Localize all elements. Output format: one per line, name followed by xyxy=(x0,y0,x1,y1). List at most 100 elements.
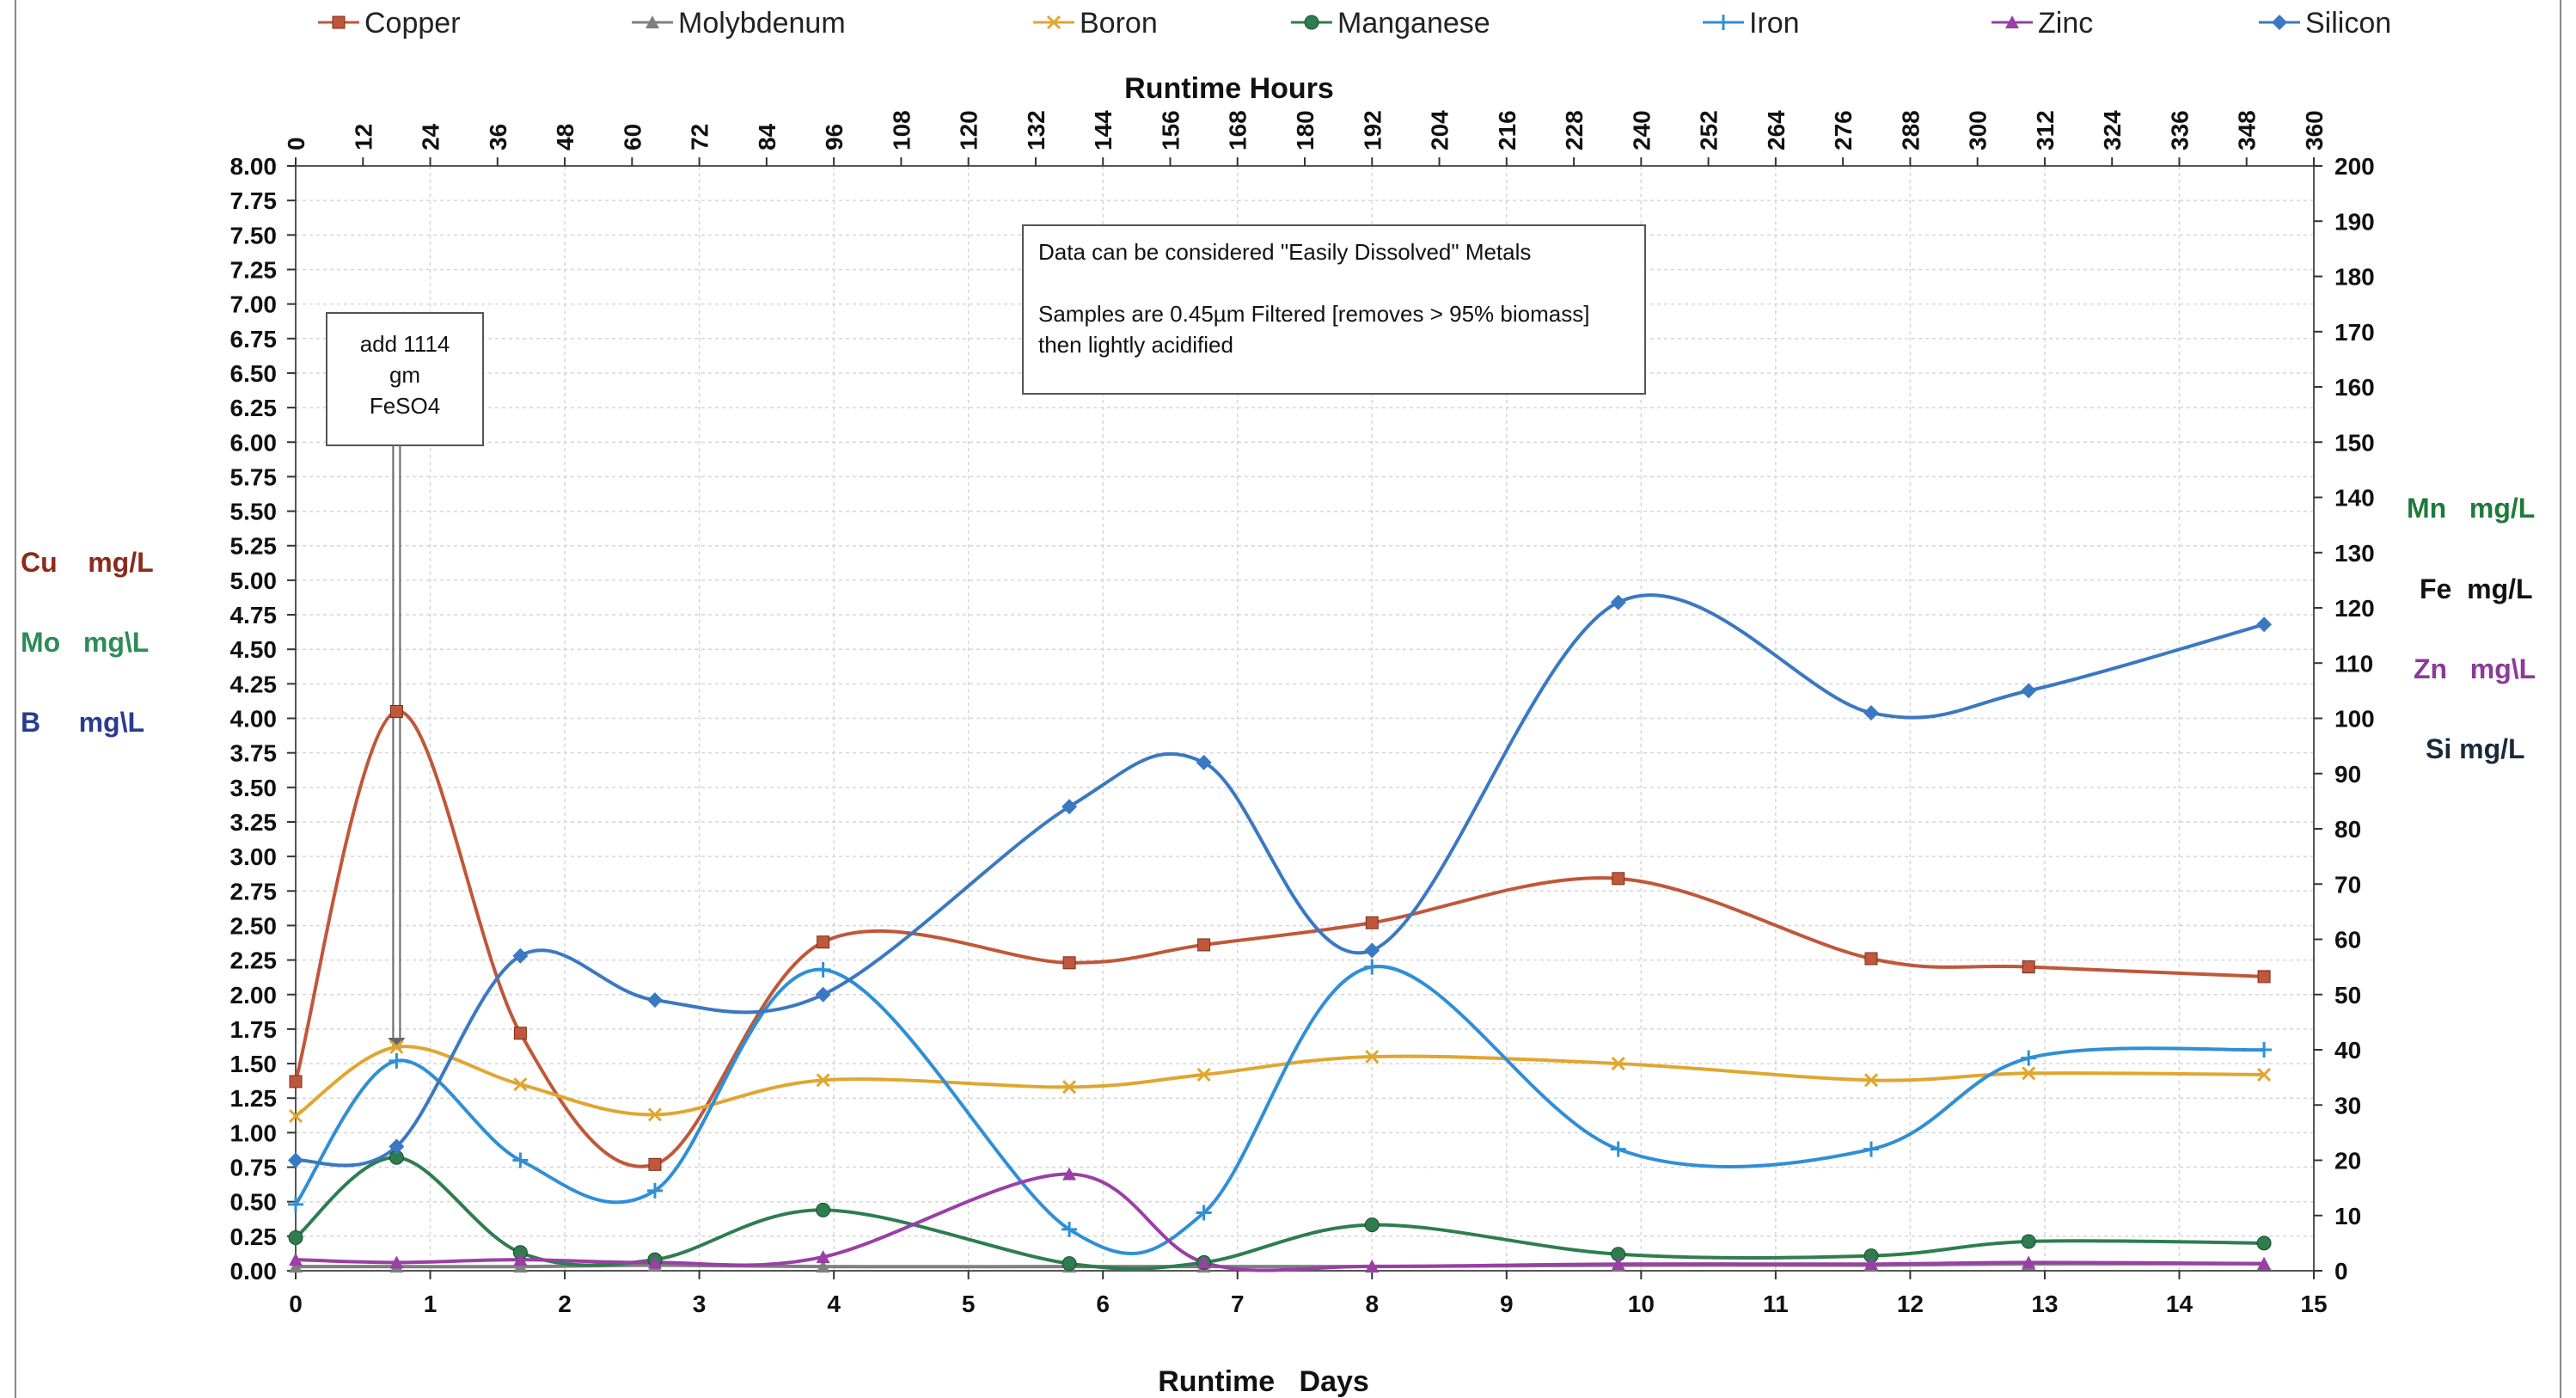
dissolved-note-line: Samples are 0.45µm Filtered [removes > 9… xyxy=(1038,301,1589,327)
dissolved-note-line: Data can be considered "Easily Dissolved… xyxy=(1038,239,1531,265)
right-axis-label: Fe mg/L xyxy=(2420,573,2533,604)
right-axis-label: Si mg/L xyxy=(2426,733,2525,764)
copper-point xyxy=(1365,916,1379,929)
silicon-point xyxy=(1062,799,1078,815)
zinc-point xyxy=(816,1249,830,1263)
top-axis-ticks: 0 12 24 36 48 60 72 84 96 108 120 132 144 156 168 180 19… xyxy=(283,110,2328,166)
right-tick-label: 0 xyxy=(2334,1258,2348,1285)
manganese-point xyxy=(2021,1234,2036,1249)
top-tick-label: 24 xyxy=(418,123,444,150)
iron-point xyxy=(1062,1221,1078,1237)
legend-manganese-label: Manganese xyxy=(1337,7,1490,40)
right-axis-ticks: 0 10 20 30 40 50 60 70 80 90 100 110 120 130 140 150 160… xyxy=(2314,153,2375,1285)
top-tick-label: 252 xyxy=(1696,110,1722,150)
top-tick-label: 324 xyxy=(2099,110,2126,150)
left-tick-label: 5.00 xyxy=(230,567,278,594)
top-tick-label: 228 xyxy=(1561,110,1588,150)
bottom-tick-label: 15 xyxy=(2300,1291,2327,1317)
top-tick-label: 360 xyxy=(2301,110,2328,150)
right-tick-label: 130 xyxy=(2334,540,2375,567)
silicon-point xyxy=(1610,594,1626,610)
left-tick-label: 0.75 xyxy=(230,1155,278,1181)
legend-boron-label: Boron xyxy=(1080,7,1158,40)
molybdenum-point xyxy=(289,1260,303,1273)
copper-point xyxy=(513,1027,527,1040)
left-tick-label: 8.00 xyxy=(230,153,278,180)
zinc-point xyxy=(1365,1259,1380,1272)
boron-point xyxy=(1062,1080,1077,1094)
left-tick-label: 2.00 xyxy=(230,982,278,1009)
left-tick-label: 5.75 xyxy=(230,463,278,490)
right-tick-label: 50 xyxy=(2334,982,2361,1009)
left-tick-label: 6.75 xyxy=(230,326,278,353)
legend-copper-label: Copper xyxy=(364,7,461,40)
molybdenum-point xyxy=(816,1260,830,1273)
top-tick-label: 132 xyxy=(1023,110,1049,150)
annotations: add 1114 gm FeSO4 Data can be considered "E… xyxy=(326,224,1646,1050)
left-tick-label: 7.75 xyxy=(230,187,278,214)
top-tick-label: 312 xyxy=(2032,110,2059,150)
legend-silicon-marker xyxy=(2272,15,2287,30)
dissolved-note-line: then lightly acidified xyxy=(1038,332,1233,358)
left-tick-label: 2.50 xyxy=(230,912,278,939)
copper-point xyxy=(2257,970,2271,984)
top-tick-label: 156 xyxy=(1157,110,1184,150)
bottom-tick-label: 8 xyxy=(1365,1291,1379,1317)
left-tick-label: 1.50 xyxy=(230,1051,278,1077)
iron-point xyxy=(2021,1050,2037,1066)
bottom-axis-ticks: 0 1 2 3 4 5 6 7 8 9 10 11 12 13 14 15 xyxy=(289,1271,2328,1317)
silicon-point xyxy=(288,1152,303,1168)
boron-point xyxy=(2257,1067,2272,1082)
top-tick-label: 108 xyxy=(888,110,915,150)
boron-point xyxy=(816,1073,830,1088)
zinc-point xyxy=(1196,1255,1211,1269)
feso4-arrow-head xyxy=(388,1038,406,1050)
bottom-tick-label: 14 xyxy=(2166,1291,2194,1317)
left-tick-label: 6.50 xyxy=(230,360,278,387)
right-tick-label: 140 xyxy=(2334,485,2375,512)
right-tick-label: 80 xyxy=(2334,816,2361,843)
top-tick-label: 120 xyxy=(956,110,982,150)
silicon-point xyxy=(1196,754,1212,770)
left-tick-label: 6.00 xyxy=(230,429,278,456)
left-tick-label: 3.00 xyxy=(230,843,278,870)
copper-point xyxy=(389,704,403,718)
manganese-point xyxy=(816,1202,831,1217)
feso4-note-line: add 1114 xyxy=(360,331,450,357)
boron-point xyxy=(1611,1056,1625,1071)
left-tick-label: 1.75 xyxy=(230,1016,278,1043)
silicon-point xyxy=(512,947,529,964)
zinc-point xyxy=(647,1255,662,1269)
left-tick-label: 0.00 xyxy=(230,1258,278,1285)
left-axis-label: B mg\L xyxy=(21,707,144,738)
zinc-point xyxy=(289,1253,303,1266)
top-tick-label: 204 xyxy=(1427,110,1453,150)
right-tick-label: 180 xyxy=(2334,264,2375,291)
right-tick-label: 120 xyxy=(2334,595,2375,622)
iron-point xyxy=(646,1182,663,1199)
iron-point xyxy=(1364,959,1380,975)
bottom-tick-label: 1 xyxy=(424,1291,437,1317)
top-tick-label: 12 xyxy=(350,124,376,150)
zinc-point xyxy=(1062,1167,1077,1180)
right-axis-label: Mn mg/L xyxy=(2407,493,2535,524)
legend-molybdenum-label: Molybdenum xyxy=(678,7,846,40)
iron-point xyxy=(1863,1141,1880,1157)
left-tick-label: 4.75 xyxy=(230,602,278,628)
top-tick-label: 264 xyxy=(1763,110,1790,150)
series-markers xyxy=(288,594,2273,1273)
legend-zinc-label: Zinc xyxy=(2038,7,2093,40)
left-tick-label: 1.00 xyxy=(230,1119,278,1146)
copper-point xyxy=(1197,938,1211,952)
left-tick-label: 2.25 xyxy=(230,947,278,974)
silicon-point xyxy=(815,986,831,1003)
manganese-point xyxy=(1364,1217,1380,1233)
left-tick-label: 4.00 xyxy=(230,706,278,733)
left-axis-labels: Cu mg/L Mo mg\L B mg\L xyxy=(21,547,154,738)
copper-point xyxy=(1864,952,1878,966)
right-tick-label: 20 xyxy=(2334,1148,2361,1174)
bottom-tick-label: 12 xyxy=(1897,1291,1924,1317)
right-tick-label: 90 xyxy=(2334,761,2361,788)
right-tick-label: 100 xyxy=(2334,706,2375,733)
